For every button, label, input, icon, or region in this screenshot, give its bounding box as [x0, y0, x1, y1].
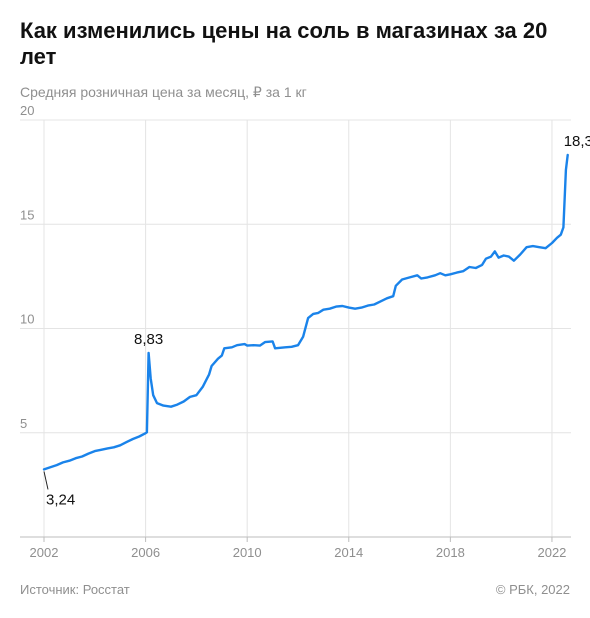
y-tick-label: 5 — [20, 416, 27, 431]
copyright-note: © РБК, 2022 — [495, 582, 570, 597]
x-tick-label: 2006 — [131, 545, 160, 560]
annotation-label-start: 3,24 — [46, 491, 75, 508]
grid-layer — [20, 119, 571, 537]
annotation-label-end: 18,32 — [564, 133, 590, 150]
series-line — [42, 153, 569, 471]
chart-title: Как изменились цены на соль в магазинах … — [20, 18, 548, 69]
x-tick-label: 2014 — [334, 545, 363, 560]
chart-subtitle: Средняя розничная цена за месяц, ₽ за 1 … — [20, 84, 307, 100]
y-tick-label: 15 — [20, 207, 34, 222]
x-tick-label: 2022 — [537, 545, 566, 560]
axis-layer: 5 10 15 20 2002 2006 2010 2014 2018 2022 — [20, 103, 571, 560]
series-layer — [42, 153, 569, 471]
x-tick-label: 2002 — [30, 545, 59, 560]
source-note: Источник: Росстат — [20, 582, 130, 597]
annotation-layer: 3,24 8,83 18,32 — [43, 133, 590, 508]
annotation-leader — [43, 471, 49, 490]
x-tick-label: 2010 — [233, 545, 262, 560]
y-tick-label: 10 — [20, 312, 34, 327]
y-tick-label: 20 — [20, 103, 34, 118]
x-tick-label: 2018 — [436, 545, 465, 560]
line-chart: 5 10 15 20 2002 2006 2010 2014 2018 2022 3,24 8,83… — [20, 103, 590, 560]
annotation-label-peak: 8,83 — [134, 331, 163, 348]
